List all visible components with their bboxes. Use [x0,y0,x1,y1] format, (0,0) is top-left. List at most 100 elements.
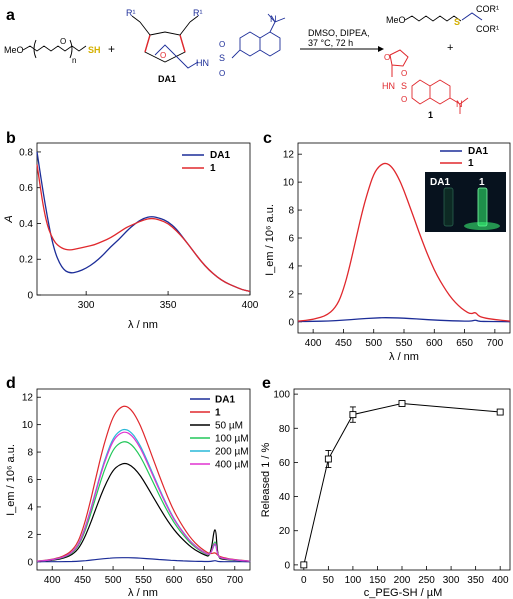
panel-b-plot-frame [36,142,251,296]
r1-right-label: R¹ [193,8,203,18]
panel-d-series-da1 [36,557,251,563]
panel-b-legend-1: 1 [210,163,216,174]
panel-e-xtick-label: 350 [467,575,484,586]
plus-sign-1: + [108,42,115,56]
plus-sign-2: + [447,42,453,54]
product-hn-label: HN [382,81,395,91]
panel-b-legend: DA1 1 [182,150,230,174]
panel-b-series-1 [36,164,251,293]
panel-e-ytick-label: 80 [279,424,291,435]
panel-letter-b: b [6,130,16,147]
da1-nh-label: HN [196,58,209,68]
panel-d-xtick-label: 500 [105,575,122,586]
panel-e-xtick-label: 250 [418,575,435,586]
peg-oxygen: O [60,37,66,46]
panel-c-ytick-label: 6 [288,234,294,245]
panel-d-ytick-label: 10 [22,420,34,431]
panel-d-xtick-label: 700 [226,575,243,586]
sulfonyl-s-label: S [219,53,225,63]
conditions-line2: 37 °C, 72 h [308,38,353,48]
panel-letter-d: d [6,375,16,392]
panel-b-chart: b 300 350 400 0 0.2 0.4 0.6 0.8 λ / nm A DA1 1 [3,130,259,331]
panel-e-xtick-label: 150 [369,575,386,586]
panel-b-xtick-label: 400 [242,300,259,311]
panel-d-legend-label: 100 µM [215,434,249,445]
panel-d-legend-label: 200 µM [215,447,249,458]
panel-e-xtick-label: 0 [301,575,307,586]
product-dimethylamine-n: N [456,99,463,109]
panel-b-ylabel: A [3,215,15,223]
panel-e-ylabel: Released 1 / % [260,442,272,517]
panel-d-ytick-label: 6 [27,475,33,486]
panel-c-xtick-label: 600 [426,338,443,349]
panel-d-xtick-label: 600 [166,575,183,586]
panel-e-xtick-label: 400 [492,575,509,586]
panel-e-data-point [398,400,406,407]
panel-c-ylabel: I_em / 10⁶ a.u. [264,204,276,276]
panel-d-ytick-label: 4 [27,502,33,513]
product-cor1-top: COR¹ [476,4,499,14]
inset-glow [464,222,500,230]
panel-e-plot-frame [293,388,511,571]
panel-b-series-da1 [36,151,251,293]
panel-d-ytick-label: 2 [27,530,33,541]
conditions-line1: DMSO, DIPEA, [308,28,370,38]
panel-c-xtick-label: 650 [456,338,473,349]
panel-e-chart: e 0 50 100 150 200 250 300 350 400 0 20 40 60 80 100 c… [260,375,511,599]
sulfonyl-o-top: O [219,40,225,49]
panel-d-xtick-label: 650 [196,575,213,586]
panel-c-ytick-label: 2 [288,289,294,300]
panel-c-ytick-label: 12 [283,150,295,161]
panel-e-data-point [300,561,308,569]
panel-d-ytick-label: 12 [22,393,34,404]
reagent-meo-label: MeO [4,45,24,55]
thiol-label: SH [88,45,101,55]
panel-b-legend-da1: DA1 [210,150,230,161]
sulfonyl-o-bottom: O [219,69,225,78]
panel-e-xtick-label: 200 [394,575,411,586]
product-cor1-bottom: COR¹ [476,24,499,34]
product-o-label: O [384,53,390,62]
panel-c-ytick-label: 8 [288,206,294,217]
panel-c-ytick-label: 4 [288,261,294,272]
panel-b-xtick-label: 300 [78,300,95,311]
panel-e-ytick-label: 0 [284,560,290,571]
panel-d-legend-label: 400 µM [215,460,249,471]
panel-c-xlabel: λ / nm [389,351,419,363]
panel-d-series-1 [36,405,251,562]
panel-d-ytick-label: 8 [27,448,33,459]
panel-d-xtick-label: 550 [135,575,152,586]
panel-e-ytick-label: 100 [273,390,290,401]
r1-left-label: R¹ [126,8,136,18]
peg-bracket-right [69,39,73,59]
panel-c-xtick-label: 400 [305,338,322,349]
panel-b-ytick-label: 0.4 [19,219,33,230]
panel-c-xtick-label: 550 [396,338,413,349]
panel-d-legend-label: 50 µM [215,421,243,432]
panel-c-series-da1 [298,317,511,323]
panel-c-legend-da1: DA1 [468,146,488,157]
panel-d-legend-label: DA1 [215,395,235,406]
panel-d-series-50-µm [36,462,251,562]
panel-e-ytick-label: 60 [279,458,291,469]
panel-e-connecting-line [303,403,501,565]
panel-e-ytick-label: 40 [279,492,291,503]
panel-b-ytick-label: 0.6 [19,183,33,194]
product-meo-label: MeO [386,15,406,25]
inset-label-da1: DA1 [430,177,450,188]
product-sulfonyl-o-bottom: O [401,95,407,104]
panel-c-ytick-label: 0 [288,317,294,328]
panel-d-ylabel: I_em / 10⁶ a.u. [5,444,17,516]
panel-c-xtick-label: 700 [487,338,504,349]
panel-c-xtick-label: 500 [365,338,382,349]
inset-vial-1 [477,187,488,227]
product-1-label: 1 [428,110,433,120]
repeat-n-label: n [72,56,76,65]
panel-c-inset-photo: DA1 1 [425,172,506,232]
panel-c-legend: DA1 1 [440,146,488,169]
panel-d-xtick-label: 400 [44,575,61,586]
panel-b-xlabel: λ / nm [128,319,158,331]
